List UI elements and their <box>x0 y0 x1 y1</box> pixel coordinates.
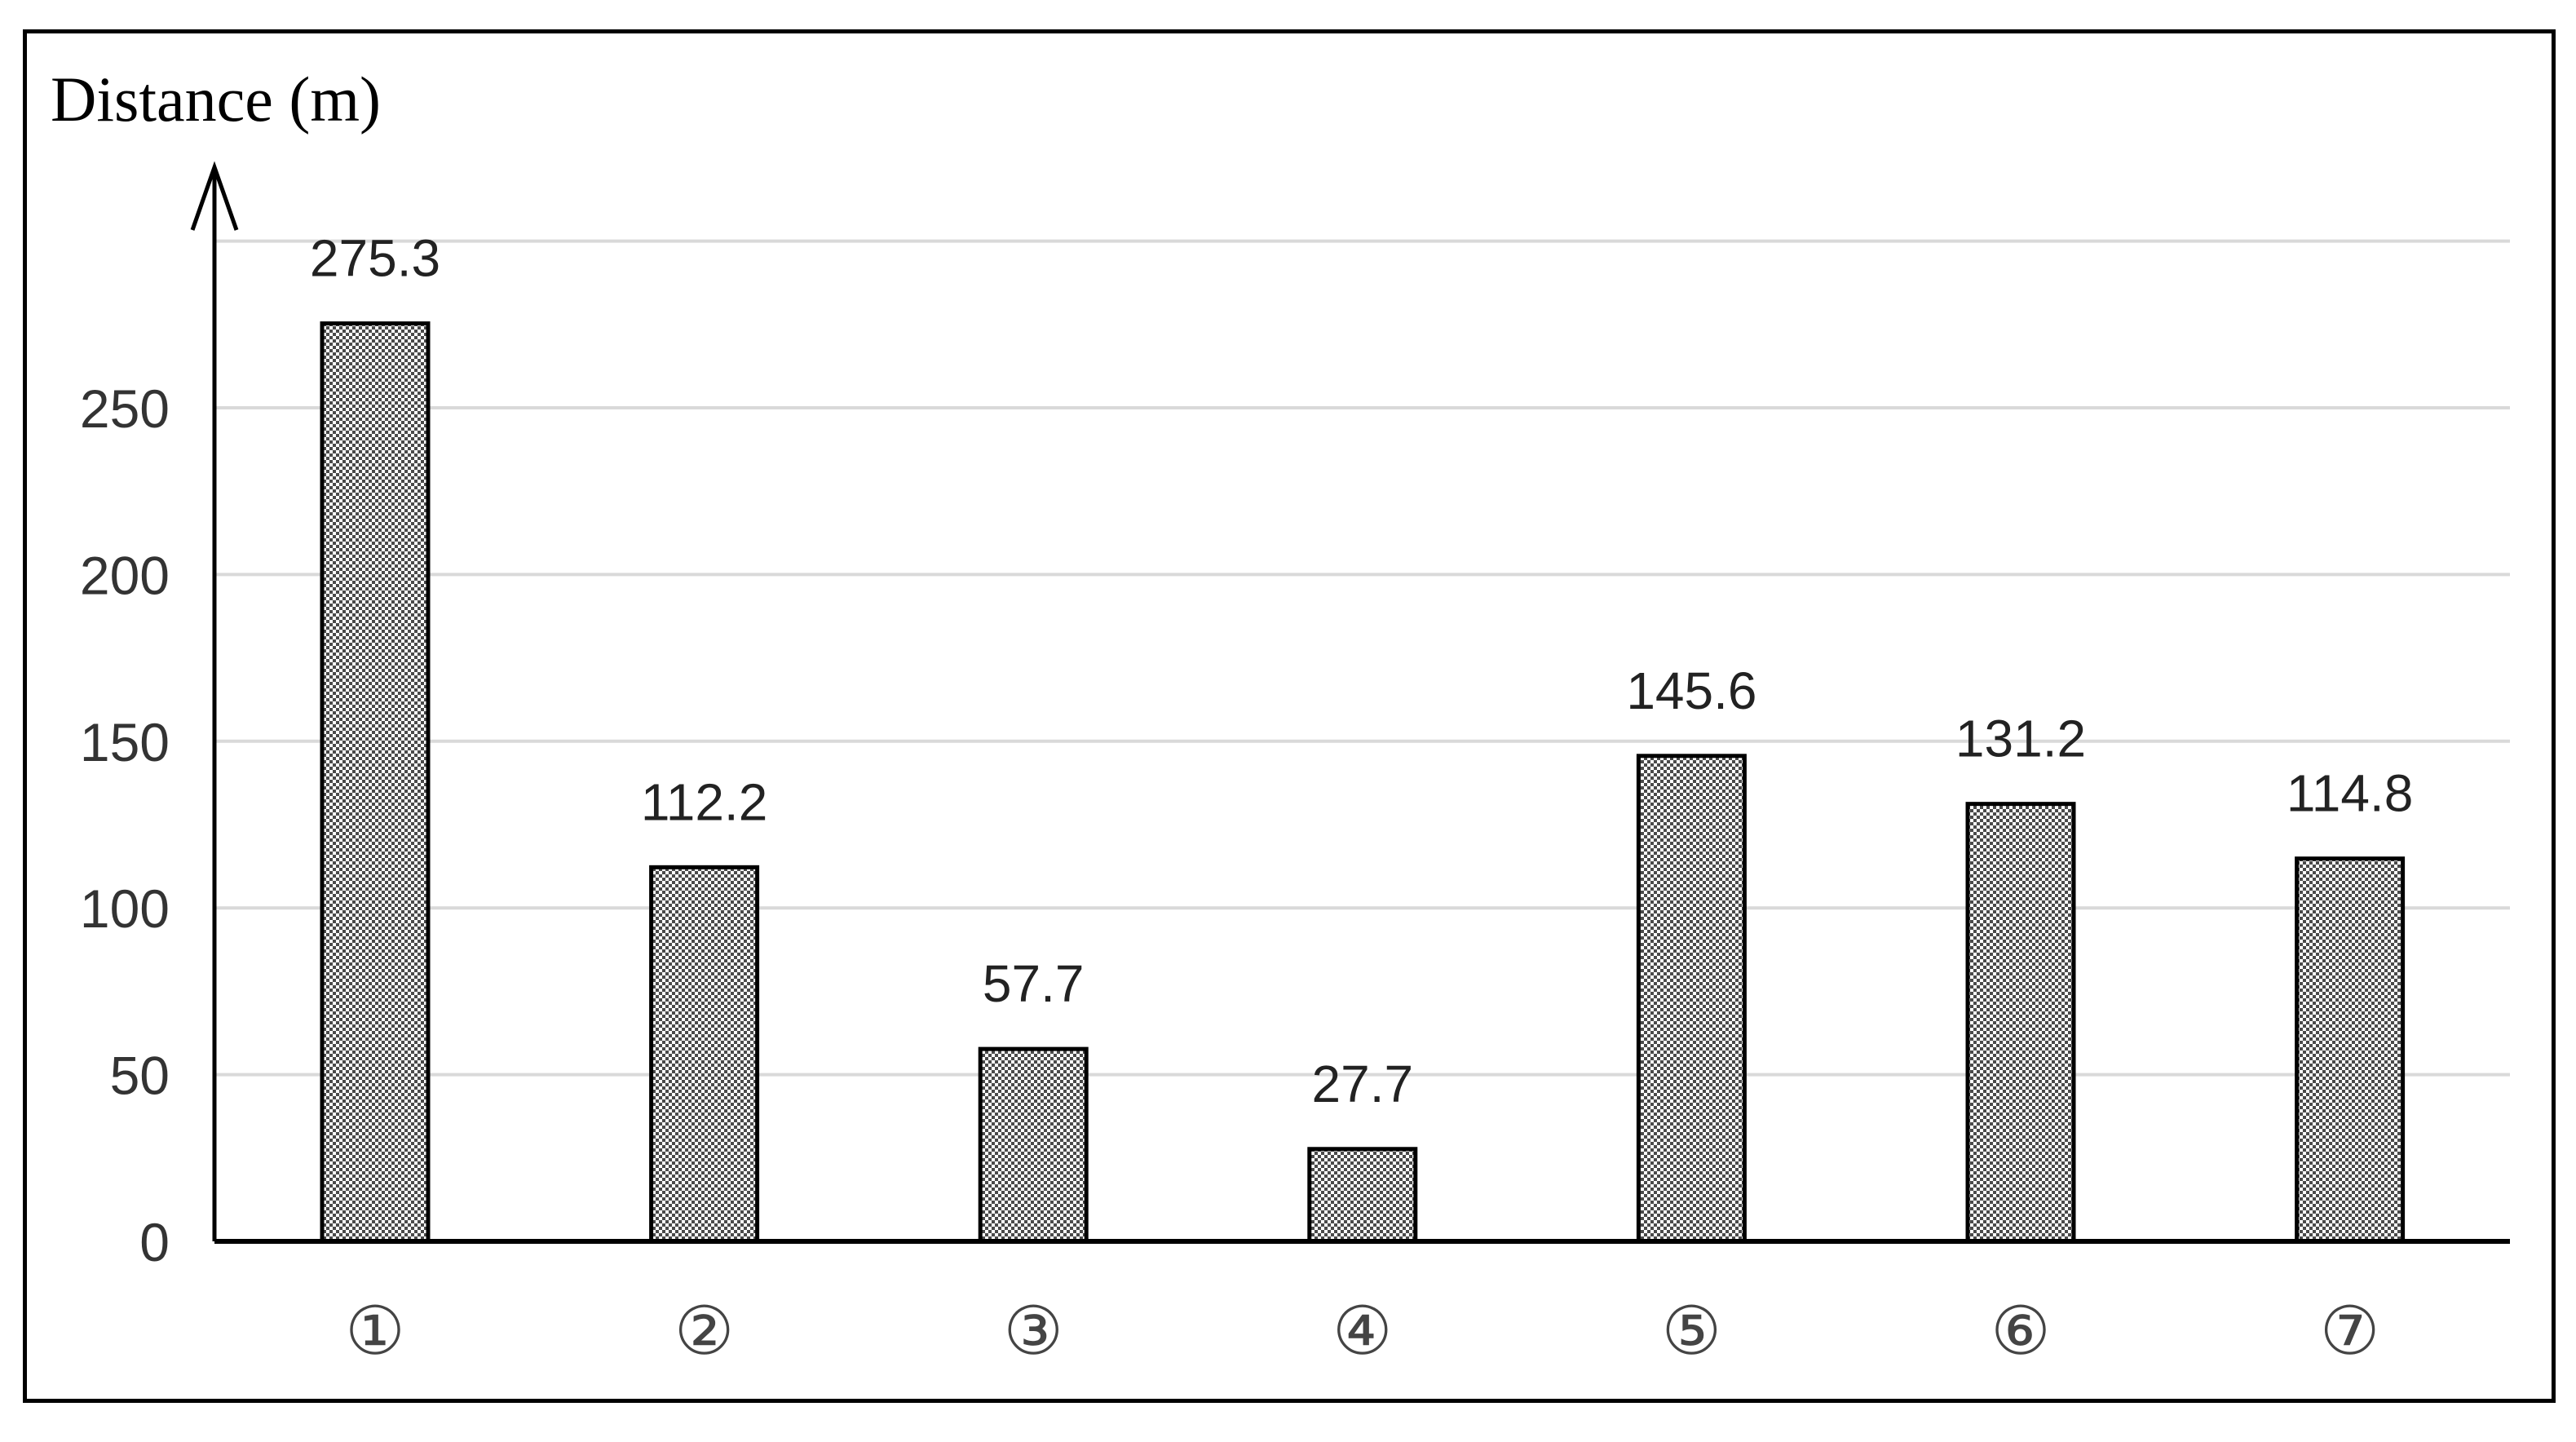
bar <box>1636 754 1747 1244</box>
y-tick-label: 200 <box>80 545 170 605</box>
bar-value-label: 131.2 <box>1955 710 2086 768</box>
y-tick-label: 50 <box>110 1046 170 1106</box>
bar <box>2295 856 2406 1244</box>
x-category-label: ④ <box>1332 1293 1393 1370</box>
x-category-label: ⑦ <box>2320 1293 2380 1370</box>
bar <box>320 321 431 1244</box>
y-axis-arrow-icon <box>190 161 239 231</box>
bar-value-label: 114.8 <box>2287 764 2413 823</box>
x-category-label: ① <box>345 1293 405 1370</box>
bar-value-label: 27.7 <box>1312 1055 1414 1113</box>
bar-value-label: 275.3 <box>310 229 440 288</box>
gridlines <box>214 239 2510 1077</box>
bar <box>649 865 760 1244</box>
x-category-label: ⑤ <box>1662 1293 1722 1370</box>
x-category-label: ③ <box>1003 1293 1063 1370</box>
y-axis-title: Distance (m) <box>51 64 381 135</box>
bar <box>1965 802 2076 1244</box>
y-tick-label: 250 <box>80 378 170 439</box>
x-category-label: ② <box>674 1293 735 1370</box>
bar <box>1307 1147 1418 1244</box>
bar-value-label: 57.7 <box>983 954 1085 1013</box>
axes <box>190 161 2510 1244</box>
y-tick-label: 100 <box>80 878 170 939</box>
y-tick-label: 150 <box>80 712 170 772</box>
bars <box>320 321 2406 1244</box>
bar-value-label: 145.6 <box>1626 661 1756 720</box>
bar <box>978 1046 1089 1244</box>
x-category-label: ⑥ <box>1991 1293 2051 1370</box>
y-tick-label: 0 <box>139 1212 170 1272</box>
chart-frame <box>23 29 2556 1403</box>
bar-value-label: 112.2 <box>641 772 767 831</box>
